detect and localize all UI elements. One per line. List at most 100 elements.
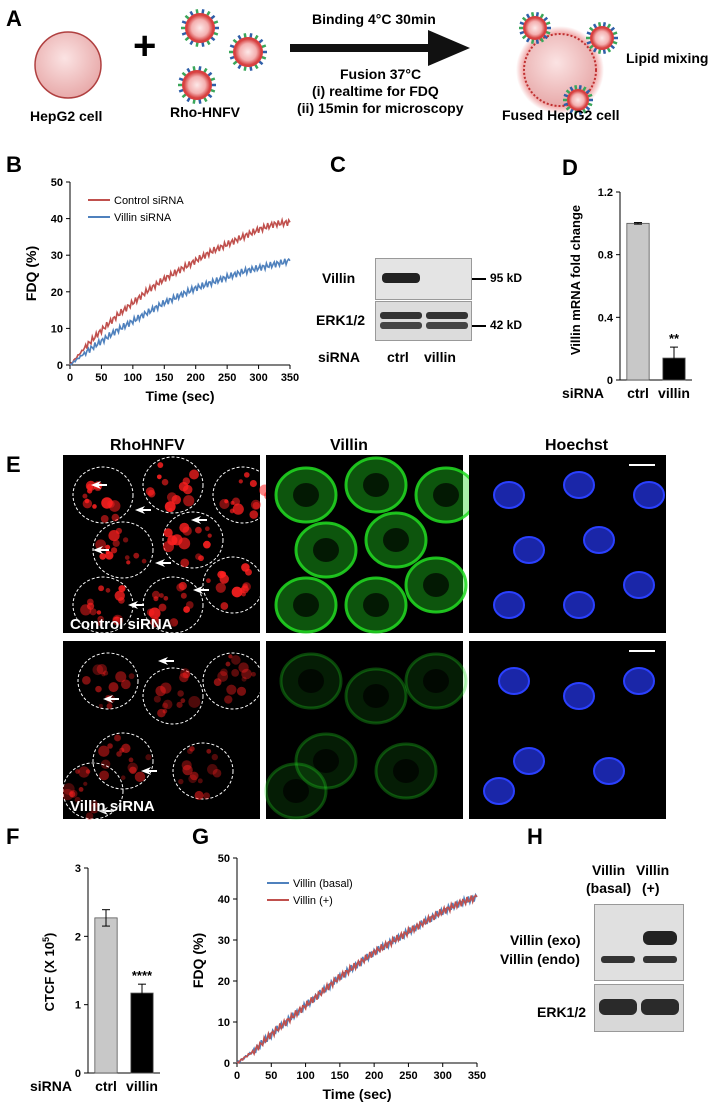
rho-puncta [181, 760, 192, 771]
vesicle-icon [229, 33, 267, 71]
panel-f-ctcf-chart: 0 1 2 3 ctrl **** villin siRNA CTCF (X 105) [30, 863, 160, 1094]
rho-puncta [180, 558, 190, 568]
band-erk-ctrl-upper [380, 312, 422, 319]
nucleus [563, 682, 595, 710]
rho-puncta [89, 804, 99, 814]
col-label-rhohnfv: RhoHNFV [110, 437, 185, 454]
panel-d-letter: D [562, 155, 578, 180]
blot-h-erk-strip [594, 984, 684, 1032]
series-line-1 [236, 892, 478, 1064]
x-tick-label: 200 [365, 1070, 383, 1082]
significance-label: ** [669, 331, 680, 346]
blot-h-row-erk: ERK1/2 [537, 1004, 587, 1020]
cell-outline [202, 556, 264, 614]
rho-puncta [90, 799, 98, 807]
rho-puncta [108, 500, 121, 512]
nucleus [483, 777, 515, 805]
rho-puncta [85, 480, 96, 491]
rho-puncta [207, 533, 212, 538]
series-line-2 [69, 257, 291, 366]
col-label-hoechst: Hoechst [545, 437, 609, 454]
micrograph-control-1 [266, 455, 478, 634]
rho-puncta [197, 778, 203, 784]
panel-g-fdq-chart: 0 50 100 150 200 250 300 350 0 10 20 30 40 50 Time (se… [190, 853, 486, 1102]
bar-villin [130, 992, 154, 1074]
rho-puncta [95, 685, 102, 693]
hepg2-cell-label: HepG2 cell [30, 108, 103, 124]
rho-puncta [162, 708, 168, 714]
nucleus [513, 536, 545, 564]
rho-puncta [212, 768, 222, 778]
villin-nucleus-void [383, 528, 409, 552]
rho-puncta [92, 802, 99, 808]
micrograph-villin-1 [264, 641, 468, 820]
series-line-1 [69, 216, 291, 366]
arrow-icon [98, 807, 108, 815]
rho-puncta [241, 668, 252, 680]
rho-puncta [89, 608, 97, 616]
lipid-mixing-label: Lipid mixing [626, 50, 709, 66]
rho-puncta [106, 703, 113, 709]
blot-h-lane2-line1: Villin [636, 862, 670, 878]
rho-puncta [231, 586, 243, 598]
rho-puncta [82, 499, 93, 509]
panel-a-letter: A [6, 6, 22, 31]
micrograph-control-0 [63, 455, 274, 634]
row-label-villin: Villin siRNA [70, 798, 155, 815]
rho-puncta [231, 668, 240, 677]
rho-puncta [180, 668, 191, 679]
cell-outline [92, 732, 154, 790]
y-tick-label: 2 [75, 931, 81, 943]
rho-puncta [198, 555, 204, 562]
rho-puncta [219, 498, 230, 510]
rho-puncta [215, 582, 226, 593]
x-axis-label: Time (sec) [323, 1086, 392, 1102]
rho-puncta [213, 678, 222, 686]
rho-puncta [189, 469, 200, 480]
rho-hnfv-vesicles [178, 9, 267, 104]
rho-puncta [203, 792, 210, 800]
rho-puncta [96, 663, 108, 675]
band-h-endo-plus [643, 956, 677, 963]
nucleus [633, 481, 665, 509]
rho-puncta [118, 597, 125, 604]
rho-puncta [63, 783, 75, 795]
rho-puncta [163, 528, 173, 538]
x-tick-label: 250 [218, 372, 236, 384]
group-label: siRNA [562, 385, 604, 401]
arrow-icon [91, 481, 101, 489]
y-tick-label: 40 [218, 894, 230, 906]
rho-puncta [224, 695, 233, 704]
rho-puncta [238, 662, 249, 673]
western-blot-c [375, 258, 472, 341]
cell-outline [202, 652, 264, 710]
rho-puncta [98, 585, 105, 592]
arrow-bottom-line-1: Fusion 37°C [340, 66, 422, 82]
y-tick-label: 0.4 [598, 312, 614, 324]
rho-puncta [243, 472, 250, 478]
villin-nucleus-void [313, 749, 339, 773]
rho-puncta [168, 508, 173, 513]
band-erk-villin-upper [426, 312, 468, 319]
arrow-head [428, 30, 470, 66]
y-tick-label: 10 [51, 323, 63, 335]
panel-d-mrna-chart: 0 0.4 0.8 1.2 ctrl ** villin siRNA Villin mRNA f… [562, 187, 692, 401]
rho-puncta [97, 615, 104, 623]
panel-b-fdq-chart: 0 50 100 150 200 250 300 350 0 10 20 30 40 50 Time (se… [23, 177, 299, 404]
rho-puncta [236, 686, 247, 696]
rho-puncta [180, 592, 187, 599]
nucleus [563, 591, 595, 619]
marker-95-label: 95 kD [490, 271, 523, 285]
blot-c-row-erk: ERK1/2 [316, 312, 366, 328]
bar-ctrl [94, 917, 118, 1074]
rho-puncta [189, 771, 199, 781]
rho-puncta [129, 766, 137, 775]
rho-puncta [120, 775, 126, 780]
rho-puncta [239, 587, 245, 593]
rho-puncta [145, 487, 155, 496]
blot-h-lane2-line2: (+) [642, 880, 660, 896]
rho-puncta [171, 534, 183, 546]
rho-puncta [183, 606, 190, 613]
rho-puncta [128, 673, 135, 680]
blot-villin-strip [375, 258, 472, 300]
